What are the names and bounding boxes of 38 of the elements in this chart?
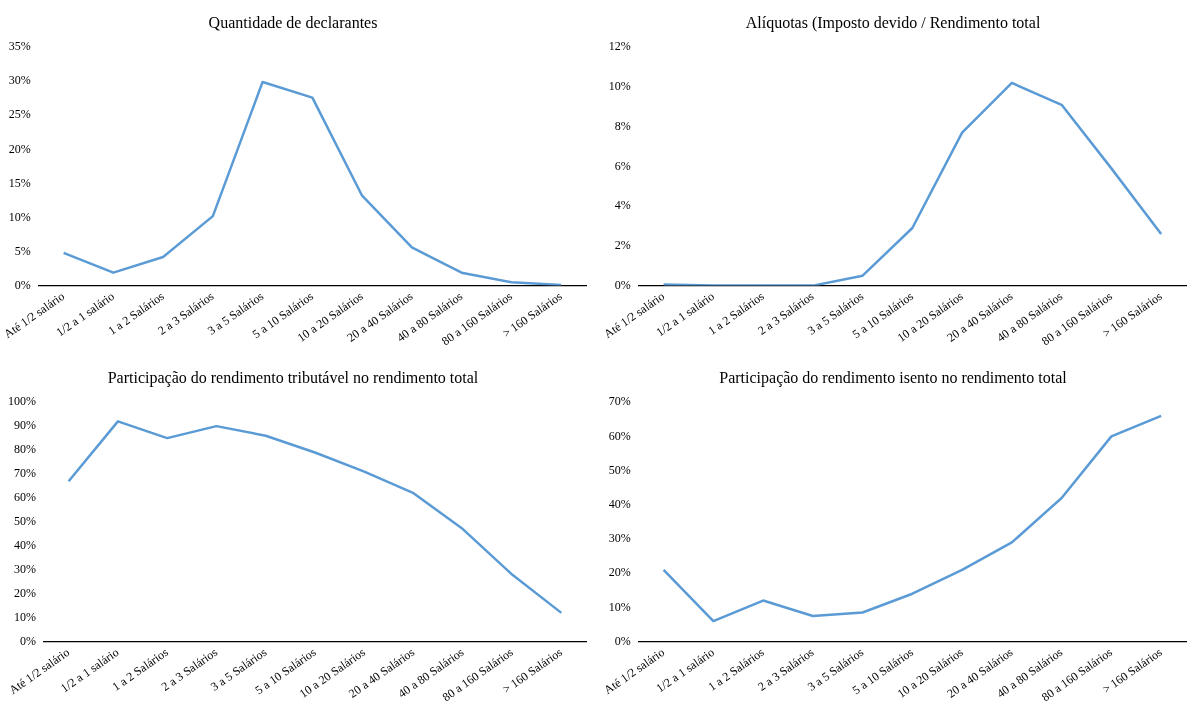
y-tick-label: 10%: [8, 209, 31, 224]
y-tick-label: 100%: [8, 394, 36, 409]
y-tick-label: 40%: [608, 496, 631, 511]
y-tick-label: 70%: [608, 394, 631, 409]
y-tick-label: 40%: [14, 538, 36, 552]
y-tick-label: 25%: [8, 107, 31, 122]
chart-title: Participação do rendimento isento no rendimento total: [719, 368, 1068, 387]
y-tick-label: 30%: [14, 561, 36, 576]
y-tick-label: 70%: [14, 466, 36, 481]
y-tick-label: 0%: [614, 277, 631, 292]
chart-title: Alíquotas (Imposto devido / Rendimento total: [745, 13, 1041, 32]
y-tick-label: 8%: [614, 118, 631, 133]
y-tick-label: 80%: [14, 442, 36, 457]
y-tick-label: 10%: [14, 609, 36, 624]
y-tick-label: 30%: [608, 531, 631, 546]
y-tick-label: 20%: [8, 141, 31, 156]
y-tick-label: 6%: [614, 158, 631, 173]
y-tick-label: 10%: [608, 79, 631, 94]
y-tick-label: 20%: [14, 585, 36, 600]
y-tick-label: 60%: [14, 490, 36, 505]
y-tick-label: 50%: [608, 462, 631, 477]
y-tick-label: 30%: [8, 73, 31, 88]
chart-title: Quantidade de declarantes: [208, 13, 378, 31]
y-tick-label: 0%: [14, 277, 31, 292]
y-tick-label: 4%: [614, 198, 631, 213]
y-tick-label: 5%: [14, 243, 31, 258]
y-tick-label: 2%: [614, 238, 631, 253]
y-tick-label: 0%: [614, 633, 631, 648]
y-tick-label: 60%: [608, 428, 631, 443]
chart-title: Participação do rendimento tributável no rendimento total: [107, 368, 479, 387]
y-tick-label: 12%: [608, 39, 631, 54]
y-tick-label: 15%: [8, 175, 31, 190]
y-tick-label: 10%: [608, 599, 631, 614]
y-tick-label: 0%: [20, 633, 36, 648]
y-tick-label: 90%: [14, 418, 36, 433]
y-tick-label: 50%: [14, 514, 36, 529]
y-tick-label: 20%: [608, 565, 631, 580]
y-tick-label: 35%: [8, 39, 31, 54]
